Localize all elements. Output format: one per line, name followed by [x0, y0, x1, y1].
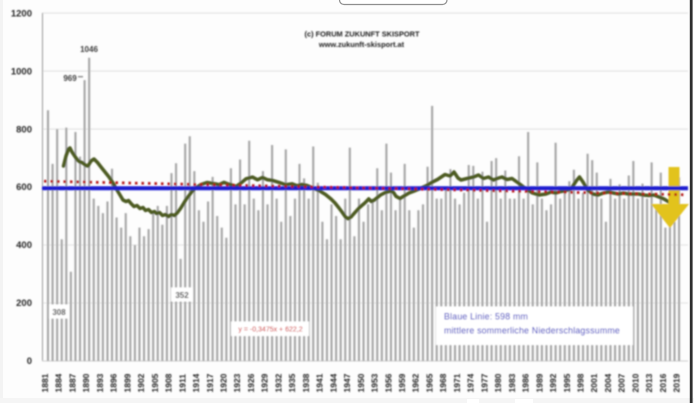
svg-text:1000: 1000 — [11, 66, 32, 77]
svg-text:1923: 1923 — [232, 373, 242, 392]
svg-text:1983: 1983 — [507, 373, 517, 392]
svg-text:1956: 1956 — [383, 373, 393, 392]
svg-text:1932: 1932 — [273, 373, 283, 392]
svg-text:1200: 1200 — [11, 8, 32, 19]
svg-text:1977: 1977 — [479, 373, 489, 392]
svg-text:1896: 1896 — [109, 373, 119, 392]
svg-text:2019: 2019 — [672, 373, 682, 392]
svg-text:1881: 1881 — [40, 373, 50, 392]
svg-text:600: 600 — [16, 182, 32, 193]
svg-text:1884: 1884 — [54, 373, 64, 392]
svg-text:1917: 1917 — [205, 373, 215, 392]
svg-text:800: 800 — [16, 124, 32, 135]
svg-text:1986: 1986 — [521, 373, 531, 392]
svg-text:1965: 1965 — [424, 373, 434, 392]
svg-text:1887: 1887 — [67, 373, 77, 392]
svg-text:1947: 1947 — [342, 373, 352, 392]
svg-text:1935: 1935 — [287, 373, 297, 392]
svg-text:2007: 2007 — [617, 373, 627, 392]
svg-text:2010: 2010 — [630, 373, 640, 392]
svg-text:1959: 1959 — [397, 373, 407, 392]
svg-text:1968: 1968 — [438, 373, 448, 392]
svg-text:1998: 1998 — [576, 373, 586, 392]
svg-text:1911: 1911 — [177, 374, 187, 393]
svg-text:1971: 1971 — [452, 373, 462, 392]
svg-text:1905: 1905 — [150, 373, 160, 392]
svg-text:mittlere sommerliche Niedersch: mittlere sommerliche Niederschlagssumme — [444, 326, 620, 336]
svg-text:352: 352 — [175, 291, 189, 300]
svg-text:www.zukunft-skisport.at: www.zukunft-skisport.at — [318, 40, 405, 49]
svg-text:400: 400 — [16, 240, 32, 251]
svg-text:1890: 1890 — [81, 373, 91, 392]
svg-text:2004: 2004 — [603, 373, 613, 392]
svg-text:1995: 1995 — [562, 373, 572, 392]
svg-text:1908: 1908 — [164, 373, 174, 392]
svg-text:1046: 1046 — [80, 45, 98, 54]
svg-text:(c) FORUM ZUKUNFT SKISPORT: (c) FORUM ZUKUNFT SKISPORT — [305, 29, 420, 38]
svg-text:1974: 1974 — [466, 373, 476, 392]
svg-text:1989: 1989 — [534, 373, 544, 392]
svg-text:2001: 2001 — [589, 373, 599, 392]
svg-text:1926: 1926 — [246, 373, 256, 392]
svg-text:1902: 1902 — [136, 373, 146, 392]
svg-text:Blaue Linie: 598 mm: Blaue Linie: 598 mm — [444, 312, 528, 322]
svg-text:1992: 1992 — [548, 373, 558, 392]
svg-text:1920: 1920 — [219, 373, 229, 392]
svg-text:1944: 1944 — [328, 373, 338, 392]
svg-text:308: 308 — [52, 308, 66, 317]
svg-text:0: 0 — [27, 356, 32, 367]
svg-text:1941: 1941 — [315, 373, 325, 392]
svg-text:1962: 1962 — [411, 373, 421, 392]
svg-text:1953: 1953 — [370, 373, 380, 392]
svg-text:1950: 1950 — [356, 373, 366, 392]
svg-text:200: 200 — [16, 298, 32, 309]
svg-text:1893: 1893 — [95, 373, 105, 392]
svg-text:969: 969 — [63, 74, 77, 83]
svg-text:2013: 2013 — [644, 373, 654, 392]
svg-text:1938: 1938 — [301, 373, 311, 392]
svg-text:1899: 1899 — [122, 373, 132, 392]
svg-text:y = -0,3475x + 622,2: y = -0,3475x + 622,2 — [238, 327, 302, 334]
svg-text:1980: 1980 — [493, 373, 503, 392]
svg-text:1929: 1929 — [260, 373, 270, 392]
svg-text:1914: 1914 — [191, 373, 201, 392]
svg-text:2016: 2016 — [658, 373, 668, 392]
